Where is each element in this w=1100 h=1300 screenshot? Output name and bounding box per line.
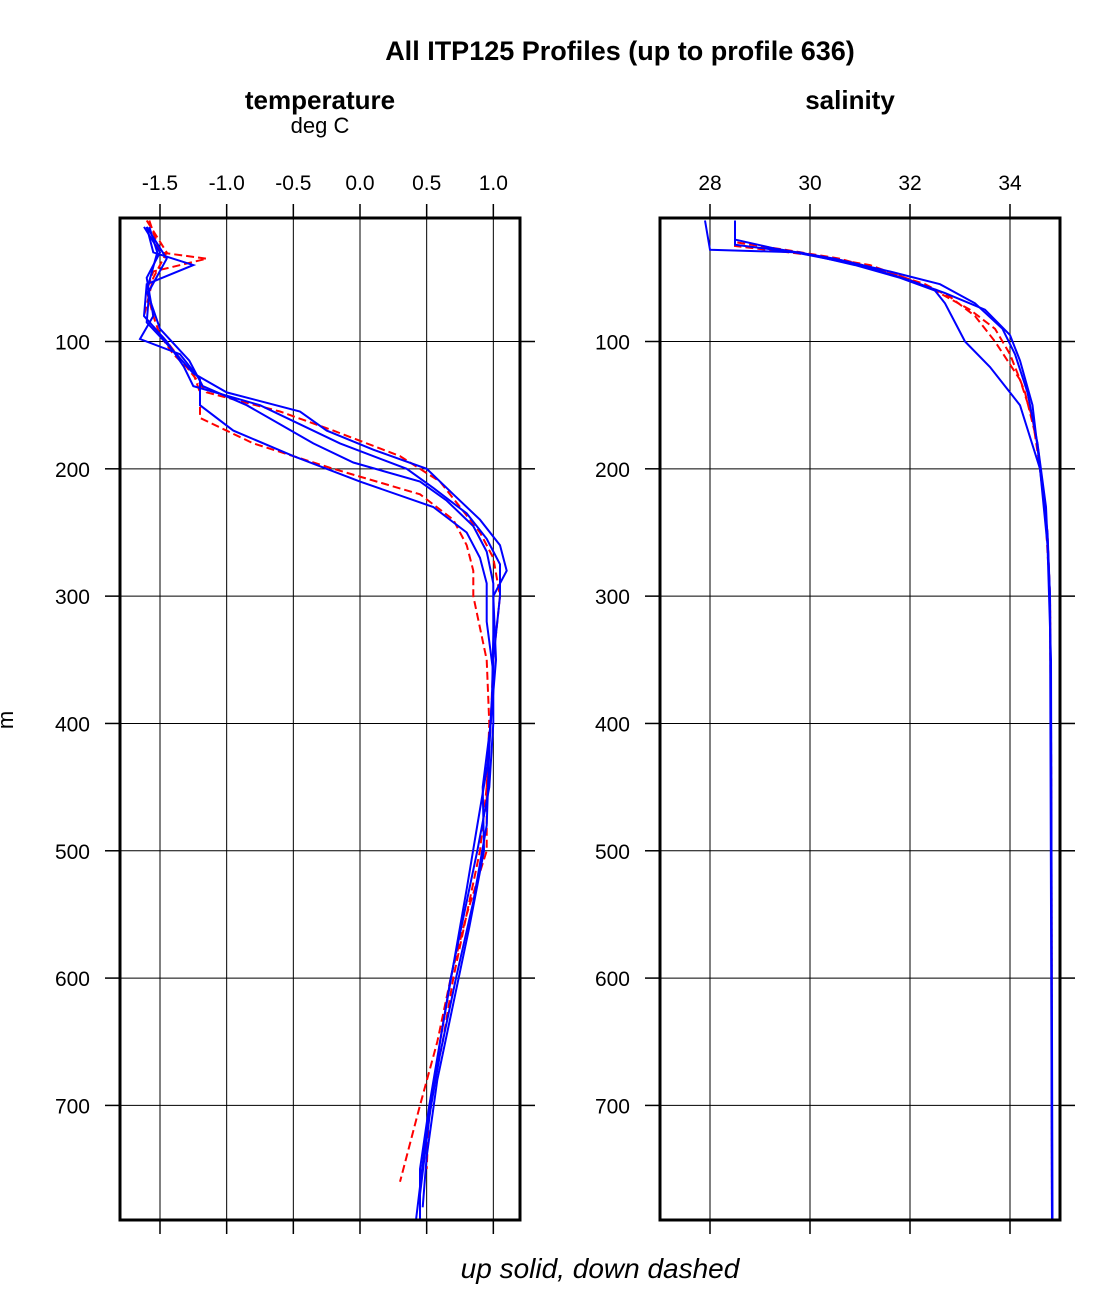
- temperature-plot-frame: [118, 216, 522, 1222]
- temperature-up-profile-5: [145, 226, 495, 1195]
- salinity-y-tick-label: 300: [595, 586, 630, 609]
- temperature-x-tick-label: 1.0: [479, 172, 508, 195]
- temperature-profiles: [138, 219, 508, 1220]
- salinity-panel-title: salinity: [805, 85, 895, 115]
- salinity-y-tick-label: 400: [595, 713, 630, 736]
- salinity-y-tick-label: 200: [595, 459, 630, 482]
- salinity-down-profile-0: [734, 220, 1053, 1220]
- temperature-up-profile-4: [145, 226, 508, 1208]
- salinity-y-tick-label: 100: [595, 331, 630, 354]
- temperature-x-tick-label: 0.0: [345, 172, 374, 195]
- temperature-panel-title: temperature: [245, 85, 395, 115]
- temperature-y-tick-label: 600: [55, 968, 90, 991]
- temperature-y-tick-label: 100: [55, 331, 90, 354]
- figure-title: All ITP125 Profiles (up to profile 636): [385, 36, 855, 66]
- salinity-up-profile-4: [734, 220, 1054, 1220]
- salinity-up-profile-3: [734, 220, 1053, 1220]
- salinity-y-tick-label: 700: [595, 1095, 630, 1118]
- salinity-x-tick-label: 32: [898, 172, 921, 195]
- salinity-x-tick-label: 30: [798, 172, 821, 195]
- temperature-panel: -1.5 -1.0 -0.5 0.0 0.5 1.0 100 200 300 400 500 600 7…: [55, 172, 535, 1234]
- temperature-y-tick-label: 700: [55, 1095, 90, 1118]
- temperature-x-tick-label: 0.5: [412, 172, 441, 195]
- y-axis-label: m: [0, 711, 18, 729]
- footer-note: up solid, down dashed: [461, 1253, 741, 1284]
- salinity-x-tick-label: 34: [998, 172, 1022, 195]
- temperature-y-tick-label: 300: [55, 586, 90, 609]
- temperature-x-tick-label: -0.5: [275, 172, 311, 195]
- salinity-up-profile-2: [704, 220, 1053, 1220]
- temperature-y-tick-label: 200: [55, 459, 90, 482]
- salinity-y-tick-label: 500: [595, 841, 630, 864]
- temperature-up-profile-3: [138, 226, 495, 1220]
- salinity-y-tick-label: 600: [595, 968, 630, 991]
- temperature-x-tick-label: -1.5: [142, 172, 178, 195]
- temperature-y-tick-label: 500: [55, 841, 90, 864]
- salinity-x-tick-label: 28: [698, 172, 721, 195]
- salinity-panel: 28 30 32 34 100 200 300 400 500 600 700: [595, 172, 1075, 1234]
- temperature-y-tick-label: 400: [55, 713, 90, 736]
- temperature-down-profile-0: [145, 220, 491, 1183]
- temperature-x-tick-label: -1.0: [209, 172, 245, 195]
- salinity-down-profile-1: [734, 220, 1053, 1220]
- salinity-profiles: [704, 220, 1054, 1220]
- salinity-plot-frame: [658, 216, 1062, 1222]
- temperature-units: deg C: [291, 113, 350, 138]
